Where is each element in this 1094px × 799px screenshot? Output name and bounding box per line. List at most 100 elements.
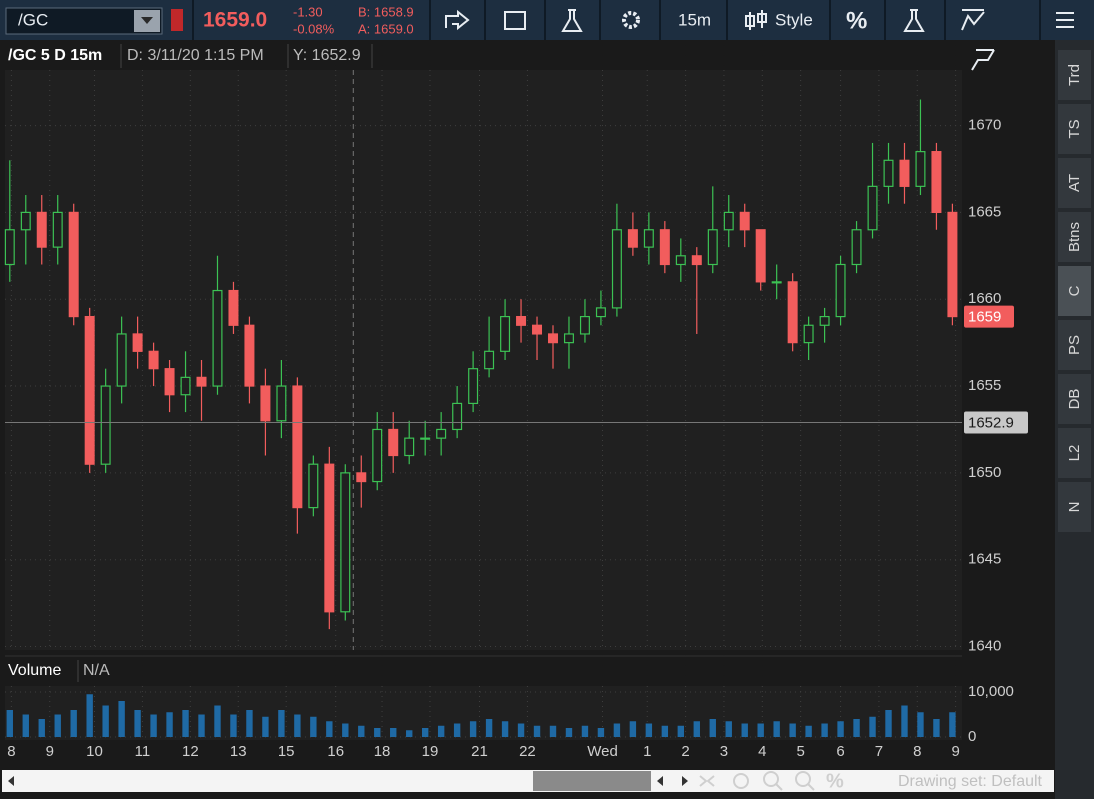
scroll-thumb[interactable] [533,771,651,791]
scrollbar [2,770,1054,792]
volume-bar [230,714,237,737]
candle-body [164,368,175,396]
percent-toggle[interactable]: % [846,7,867,34]
side-tab[interactable] [1058,482,1091,532]
volume-bar [278,709,285,737]
percent-icon: % [826,770,844,792]
candle-body [883,159,894,187]
candle-body [4,229,15,266]
candle-body [851,229,862,266]
side-tab[interactable] [1058,158,1091,208]
settings-icon[interactable] [622,11,640,29]
net-change-pct: -0.08% [293,21,335,36]
volume-bar [437,725,445,737]
axis-tool-icon[interactable] [971,49,995,71]
candle-body [212,289,223,387]
price-plot [5,70,962,650]
share-icon[interactable] [445,9,470,31]
volume-bar [869,716,876,737]
style-icon [745,10,767,30]
volume-bar [38,718,45,737]
volume-bar [342,723,349,737]
drawing-icon[interactable] [961,9,985,31]
side-tab[interactable] [1058,428,1091,478]
volume-bar [421,727,429,737]
candle-body [787,281,798,344]
candle-body [627,229,638,248]
volume-bar [565,727,573,737]
style[interactable]: Style [775,10,813,29]
volume-bar [118,700,125,737]
flask-icon[interactable] [903,9,925,32]
candle-body [819,315,830,326]
y-tick-label: 10,000 [968,683,1014,700]
volume-bar [805,725,812,737]
candle-body [100,385,111,465]
volume-bar [789,723,796,737]
menu-icon[interactable] [1056,12,1074,28]
volume-bar [294,714,301,737]
volume-bar [501,721,509,737]
candle-body [356,472,367,483]
x-tick-label: 10 [86,743,103,760]
candle-body [835,263,846,318]
news-icon[interactable] [504,11,526,30]
x-tick-label: 1 [643,743,651,760]
volume-bar [6,709,13,737]
candle-body [643,229,654,248]
interval[interactable]: 15m [678,10,711,29]
x-tick-label: 11 [135,743,151,760]
side-tab[interactable] [1058,320,1091,370]
candle-body [707,229,718,266]
y-tick-label: 1670 [968,117,1001,134]
candle-body [516,315,527,326]
candle-body [755,229,766,283]
x-tick-label: Wed [587,743,618,760]
y-tick-label: 1660 [968,290,1001,307]
volume-bar [150,714,157,737]
side-tab-label: TS [1066,119,1083,138]
volume-bar [182,709,189,737]
x-tick-label: 7 [875,743,883,760]
volume-bar [581,725,589,737]
volume-bar [102,705,109,737]
zoom-tools[interactable] [699,771,815,791]
candle-body [308,463,319,509]
side-tab[interactable] [1058,212,1091,262]
candle-body [372,428,383,483]
y-tick-label: 1640 [968,637,1001,654]
cursor-date: D: 3/11/20 1:15 PM [127,47,264,64]
symbol: /GC [18,10,48,29]
candle-body [244,324,255,387]
volume-plot [5,686,962,740]
studies-icon[interactable] [561,9,583,32]
x-tick-label: 3 [720,743,728,760]
volume-bar [198,714,205,737]
volume-bar [214,705,221,737]
candle-body [404,437,415,457]
volume-bar [485,718,493,737]
candle-body [500,315,511,352]
chart-title: /GC 5 D 15m [8,47,102,64]
x-tick-label: 2 [681,743,689,760]
volume-bar [374,727,381,737]
candle-body [68,211,79,318]
side-tab[interactable] [1058,104,1091,154]
side-tab-label: PS [1066,335,1083,355]
candle-body [659,229,670,266]
x-tick-label: 16 [327,743,344,760]
volume-bar [901,705,908,737]
candle-body [260,385,271,422]
drawing-set[interactable]: Drawing set: Default [898,773,1043,790]
side-tab[interactable] [1058,50,1091,100]
candle-body [52,211,63,248]
alert-badge[interactable] [171,9,183,31]
crosshair-label-box [964,411,1028,434]
volume-bar [549,725,557,737]
volume-bar [741,723,748,737]
side-tab[interactable] [1058,266,1091,316]
x-tick-label: 22 [519,743,536,760]
side-tab[interactable] [1058,374,1091,424]
volume-bar [453,723,461,737]
side-tab-label: N [1066,502,1083,513]
